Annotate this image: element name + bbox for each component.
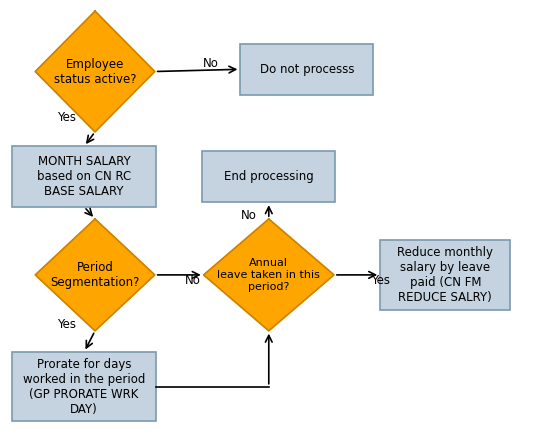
Text: Employee
status active?: Employee status active?: [54, 58, 136, 85]
Text: Do not processs: Do not processs: [260, 63, 354, 76]
FancyBboxPatch shape: [12, 147, 156, 207]
Text: Prorate for days
worked in the period
(GP PRORATE WRK
DAY): Prorate for days worked in the period (G…: [23, 358, 146, 416]
Text: Reduce monthly
salary by leave
paid (CN FM
REDUCE SALRY): Reduce monthly salary by leave paid (CN …: [397, 246, 493, 304]
Text: Period
Segmentation?: Period Segmentation?: [50, 261, 140, 289]
Text: Annual
leave taken in this
period?: Annual leave taken in this period?: [217, 258, 320, 291]
Polygon shape: [35, 11, 155, 132]
FancyBboxPatch shape: [203, 151, 335, 202]
FancyBboxPatch shape: [380, 240, 510, 310]
Text: MONTH SALARY
based on CN RC
BASE SALARY: MONTH SALARY based on CN RC BASE SALARY: [37, 155, 131, 198]
Text: Yes: Yes: [58, 317, 76, 331]
Polygon shape: [35, 219, 155, 331]
Polygon shape: [204, 219, 334, 331]
FancyBboxPatch shape: [12, 352, 156, 421]
Text: Yes: Yes: [58, 110, 76, 124]
Text: No: No: [185, 274, 201, 287]
Text: End processing: End processing: [224, 170, 314, 183]
FancyBboxPatch shape: [240, 44, 374, 95]
Text: No: No: [241, 209, 257, 222]
Text: No: No: [203, 57, 219, 71]
Text: Yes: Yes: [371, 274, 389, 287]
